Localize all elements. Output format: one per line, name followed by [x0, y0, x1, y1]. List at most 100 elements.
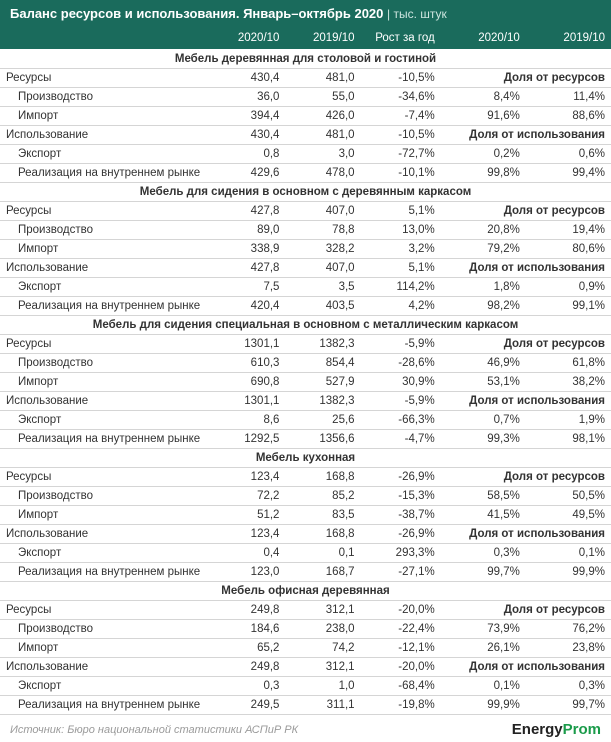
cell: 1382,3 [285, 335, 360, 354]
cell: 1292,5 [210, 430, 285, 449]
cell: Импорт [0, 240, 210, 259]
cell: -66,3% [361, 411, 441, 430]
col-header: 2020/10 [441, 27, 526, 50]
cell: Импорт [0, 107, 210, 126]
cell: 0,3 [210, 677, 285, 696]
cell: Реализация на внутреннем рынке [0, 297, 210, 316]
cell: 690,8 [210, 373, 285, 392]
cell: -12,1% [361, 639, 441, 658]
export-row: Экспорт0,31,0-68,4%0,1%0,3% [0, 677, 611, 696]
import-row: Импорт338,9328,23,2%79,2%80,6% [0, 240, 611, 259]
cell: -38,7% [361, 506, 441, 525]
cell: 0,1% [526, 544, 611, 563]
cell: 46,9% [441, 354, 526, 373]
section-title-row: Мебель для сидения специальная в основно… [0, 316, 611, 335]
production-row: Производство184,6238,0-22,4%73,9%76,2% [0, 620, 611, 639]
cell: 249,8 [210, 658, 285, 677]
footer: Источник: Бюро национальной статистики А… [0, 715, 611, 742]
cell: Доля от использования [441, 658, 611, 677]
cell: 74,2 [285, 639, 360, 658]
cell: Реализация на внутреннем рынке [0, 430, 210, 449]
usage-row: Использование1301,11382,3-5,9%Доля от ис… [0, 392, 611, 411]
cell: 238,0 [285, 620, 360, 639]
cell: 99,9% [441, 696, 526, 715]
cell: 36,0 [210, 88, 285, 107]
cell: Импорт [0, 639, 210, 658]
cell: 249,5 [210, 696, 285, 715]
cell: Использование [0, 658, 210, 677]
cell: 0,9% [526, 278, 611, 297]
col-header: 2019/10 [526, 27, 611, 50]
resources-row: Ресурсы430,4481,0-10,5%Доля от ресурсов [0, 69, 611, 88]
domestic-row: Реализация на внутреннем рынке429,6478,0… [0, 164, 611, 183]
cell: 4,2% [361, 297, 441, 316]
domestic-row: Реализация на внутреннем рынке1292,51356… [0, 430, 611, 449]
import-row: Импорт690,8527,930,9%53,1%38,2% [0, 373, 611, 392]
cell: 99,1% [526, 297, 611, 316]
cell: Доля от использования [441, 126, 611, 145]
cell: 80,6% [526, 240, 611, 259]
cell: 8,6 [210, 411, 285, 430]
cell: 7,5 [210, 278, 285, 297]
cell: Импорт [0, 506, 210, 525]
cell: 20,8% [441, 221, 526, 240]
cell: Доля от использования [441, 392, 611, 411]
cell: Мебель для сидения в основном с деревянн… [0, 183, 611, 202]
cell: Мебель офисная деревянная [0, 582, 611, 601]
cell: -72,7% [361, 145, 441, 164]
cell: Импорт [0, 373, 210, 392]
cell: 168,8 [285, 525, 360, 544]
cell: 407,0 [285, 259, 360, 278]
production-row: Производство89,078,813,0%20,8%19,4% [0, 221, 611, 240]
cell: 0,3% [441, 544, 526, 563]
col-header: 2020/10 [210, 27, 285, 50]
cell: 430,4 [210, 69, 285, 88]
cell: 481,0 [285, 126, 360, 145]
cell: Использование [0, 259, 210, 278]
cell: 99,7% [526, 696, 611, 715]
cell: 13,0% [361, 221, 441, 240]
report-title: Баланс ресурсов и использования. Январь–… [10, 6, 383, 21]
cell: -22,4% [361, 620, 441, 639]
cell: 19,4% [526, 221, 611, 240]
cell: -26,9% [361, 468, 441, 487]
cell: 123,0 [210, 563, 285, 582]
cell: 0,1% [441, 677, 526, 696]
cell: Экспорт [0, 411, 210, 430]
cell: Мебель для сидения специальная в основно… [0, 316, 611, 335]
cell: 427,8 [210, 259, 285, 278]
section-title-row: Мебель деревянная для столовой и гостино… [0, 50, 611, 69]
cell: 0,8 [210, 145, 285, 164]
cell: 1301,1 [210, 392, 285, 411]
cell: 85,2 [285, 487, 360, 506]
cell: -15,3% [361, 487, 441, 506]
cell: 1,8% [441, 278, 526, 297]
cell: 478,0 [285, 164, 360, 183]
cell: Использование [0, 126, 210, 145]
resources-row: Ресурсы427,8407,05,1%Доля от ресурсов [0, 202, 611, 221]
cell: 72,2 [210, 487, 285, 506]
cell: -20,0% [361, 658, 441, 677]
resources-row: Ресурсы1301,11382,3-5,9%Доля от ресурсов [0, 335, 611, 354]
section-title-row: Мебель офисная деревянная [0, 582, 611, 601]
cell: 527,9 [285, 373, 360, 392]
cell: 0,7% [441, 411, 526, 430]
cell: 114,2% [361, 278, 441, 297]
cell: 420,4 [210, 297, 285, 316]
cell: 0,6% [526, 145, 611, 164]
cell: 91,6% [441, 107, 526, 126]
cell: 184,6 [210, 620, 285, 639]
cell: 30,9% [361, 373, 441, 392]
report-units: | тыс. штук [387, 7, 447, 21]
usage-row: Использование123,4168,8-26,9%Доля от исп… [0, 525, 611, 544]
cell: Ресурсы [0, 69, 210, 88]
cell: 99,8% [441, 164, 526, 183]
cell: 312,1 [285, 658, 360, 677]
cell: 854,4 [285, 354, 360, 373]
domestic-row: Реализация на внутреннем рынке420,4403,5… [0, 297, 611, 316]
export-row: Экспорт7,53,5114,2%1,8%0,9% [0, 278, 611, 297]
cell: Ресурсы [0, 202, 210, 221]
cell: -5,9% [361, 392, 441, 411]
col-header [0, 27, 210, 50]
cell: Экспорт [0, 145, 210, 164]
